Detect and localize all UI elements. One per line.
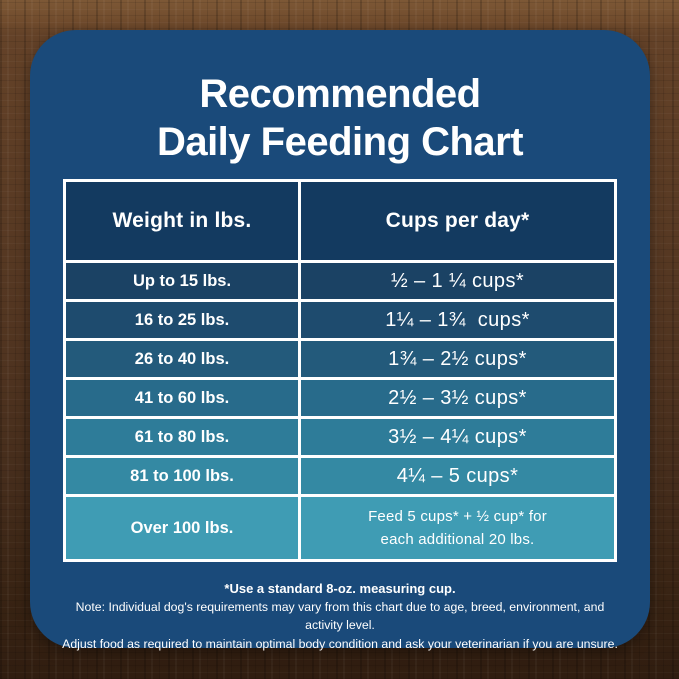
feeding-table: Weight in lbs. Cups per day* Up to 15 lb… <box>63 179 617 562</box>
cups-cell: 3½ – 4¼ cups* <box>301 419 614 455</box>
chart-title-line1: Recommended <box>199 72 481 116</box>
note-disclaimer-1: Note: Individual dog's requirements may … <box>75 600 605 633</box>
weight-cell: Up to 15 lbs. <box>66 263 298 299</box>
weight-cell: 16 to 25 lbs. <box>66 302 298 338</box>
cups-cell: Feed 5 cups* + ½ cup* for each additiona… <box>301 497 614 559</box>
weight-cell: 41 to 60 lbs. <box>66 380 298 416</box>
cups-cell: ½ – 1 ¼ cups* <box>301 263 614 299</box>
header-cell-cups: Cups per day* <box>301 182 614 260</box>
weight-cell: 26 to 40 lbs. <box>66 341 298 377</box>
cups-cell: 2½ – 3½ cups* <box>301 380 614 416</box>
cups-cell: 1¾ – 2½ cups* <box>301 341 614 377</box>
weight-cell: 61 to 80 lbs. <box>66 419 298 455</box>
feeding-chart-card: Recommended Daily Feeding Chart Weight i… <box>30 30 650 651</box>
note-measuring-cup: *Use a standard 8-oz. measuring cup. <box>224 581 456 596</box>
chart-title: Recommended Daily Feeding Chart <box>30 30 650 166</box>
chart-title-line2: Daily Feeding Chart <box>156 120 524 164</box>
weight-cell: Over 100 lbs. <box>66 497 298 559</box>
cups-cell: 1¼ – 1¾ cups* <box>301 302 614 338</box>
footnotes: *Use a standard 8-oz. measuring cup. Not… <box>30 579 650 653</box>
note-disclaimer-2: Adjust food as required to maintain opti… <box>62 636 618 651</box>
cups-cell: 4¼ – 5 cups* <box>301 458 614 494</box>
header-cell-weight: Weight in lbs. <box>66 182 298 260</box>
weight-cell: 81 to 100 lbs. <box>66 458 298 494</box>
